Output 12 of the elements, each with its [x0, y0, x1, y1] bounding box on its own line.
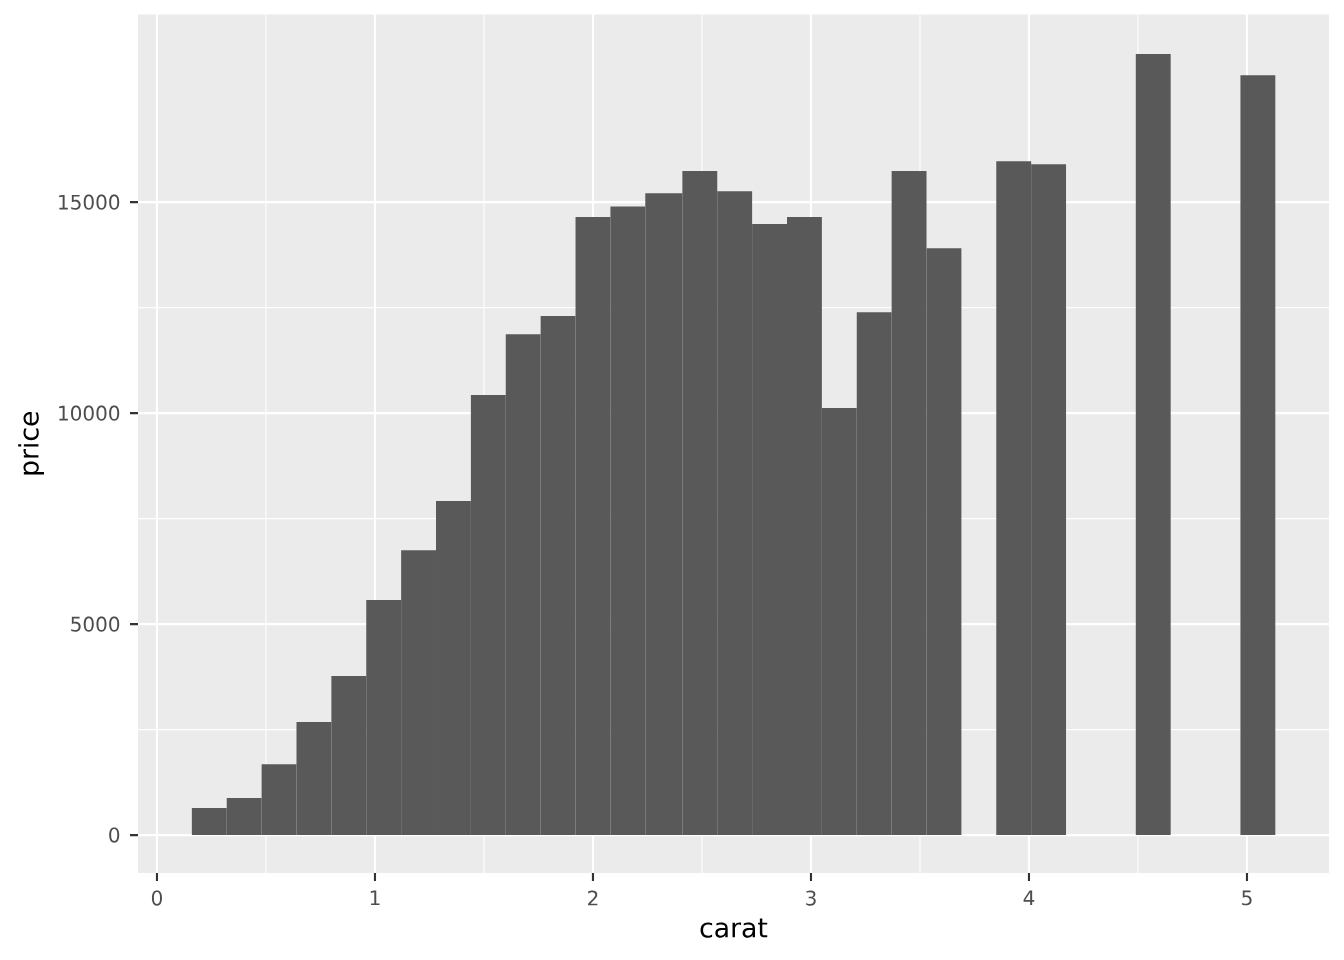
y-tick-label: 5000 [71, 616, 120, 632]
x-tick-label: 2 [588, 890, 598, 906]
y-axis-title: price [18, 411, 44, 475]
y-tick-label: 0 [109, 827, 120, 843]
y-tick-label: 15000 [59, 194, 120, 210]
x-axis-title: carat [700, 918, 768, 938]
y-tick-label: 10000 [59, 405, 120, 421]
x-tick-label: 3 [806, 890, 816, 906]
x-tick-label: 1 [370, 890, 380, 906]
x-tick-label: 4 [1023, 890, 1035, 906]
x-tick-label: 5 [1242, 890, 1252, 906]
x-tick-label: 0 [151, 890, 162, 906]
